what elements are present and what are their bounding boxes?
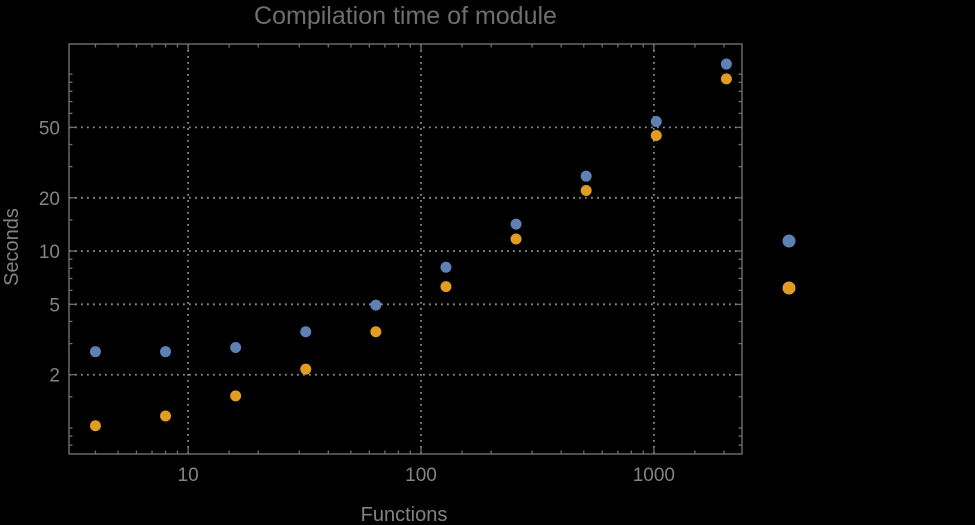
data-point-series-1-blue	[160, 346, 172, 358]
data-point-series-1-blue	[370, 299, 382, 311]
y-axis-label: Seconds	[1, 208, 23, 286]
data-point-series-2-orange	[370, 326, 382, 338]
data-point-series-2-orange	[510, 233, 522, 245]
data-point-series-2-orange	[720, 73, 732, 85]
data-point-series-1-blue	[580, 170, 592, 182]
data-point-series-1-blue	[89, 346, 101, 358]
data-point-series-2-orange	[160, 410, 172, 422]
x-tick-label: 100	[405, 465, 437, 486]
data-point-series-2-orange	[440, 281, 452, 293]
data-point-series-2-orange	[650, 129, 662, 141]
x-axis-label: Functions	[360, 504, 448, 525]
data-point-series-2-orange	[580, 184, 592, 196]
data-point-series-1-blue	[510, 218, 522, 230]
legend-marker-series-2	[782, 281, 796, 295]
data-point-series-2-orange	[89, 420, 101, 432]
y-tick-label: 5	[49, 295, 60, 316]
chart-title: Compilation time of module	[254, 2, 557, 30]
y-tick-label: 10	[39, 242, 60, 263]
data-point-series-2-orange	[230, 390, 242, 402]
x-tick-label: 1000	[633, 465, 675, 486]
data-point-series-1-blue	[300, 326, 312, 338]
data-point-series-1-blue	[650, 115, 662, 127]
y-tick-label: 50	[39, 118, 60, 139]
x-tick-label: 10	[178, 465, 199, 486]
data-point-series-1-blue	[440, 261, 452, 273]
y-tick-label: 2	[49, 366, 60, 387]
plot-frame	[68, 43, 743, 455]
legend-marker-series-1	[782, 234, 796, 248]
data-point-series-2-orange	[300, 363, 312, 375]
data-point-series-1-blue	[230, 342, 242, 354]
y-tick-label: 20	[39, 189, 60, 210]
data-point-series-1-blue	[720, 58, 732, 70]
